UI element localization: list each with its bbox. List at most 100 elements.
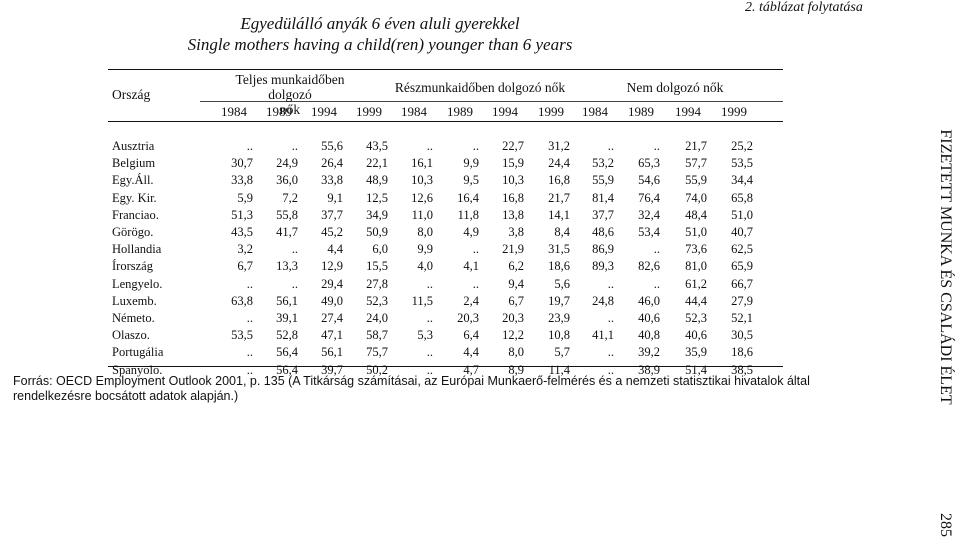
year-header-cell: 1989 bbox=[447, 104, 473, 119]
header-divider-rule bbox=[200, 101, 783, 102]
value-cell: 6,7 bbox=[237, 259, 253, 274]
value-cell: .. bbox=[291, 242, 298, 257]
value-cell: 6,4 bbox=[463, 328, 479, 343]
value-cell: 4,9 bbox=[463, 225, 479, 239]
value-cell: 5,9 bbox=[237, 190, 253, 205]
value-cell: 52,1 bbox=[731, 311, 753, 325]
table-row: Hollandia 3,2.. 4,4 6,0 9,9.. 21,9 31,5 86,9.. 7… bbox=[0, 242, 780, 259]
value-cell: 6,7 bbox=[508, 293, 524, 308]
value-cell: 8,0 bbox=[417, 225, 433, 239]
value-cell: 34,9 bbox=[366, 207, 388, 222]
value-cell: .. bbox=[426, 311, 433, 325]
country-cell: Írország bbox=[112, 259, 153, 274]
value-cell: 4,7 bbox=[463, 362, 479, 377]
value-cell: 55,9 bbox=[592, 173, 614, 188]
value-cell: 9,1 bbox=[327, 190, 343, 205]
value-cell: 29,4 bbox=[321, 276, 343, 291]
value-cell: .. bbox=[426, 345, 433, 360]
value-cell: 62,5 bbox=[731, 242, 753, 257]
value-cell: 25,2 bbox=[731, 139, 753, 153]
value-cell: 7,2 bbox=[282, 190, 298, 205]
country-cell: Egy. Kir. bbox=[112, 190, 157, 205]
value-cell: 11,0 bbox=[411, 207, 433, 222]
value-cell: 50,2 bbox=[366, 362, 388, 377]
value-cell: 8,4 bbox=[554, 225, 570, 239]
continuation-label: 2. táblázat folytatása bbox=[745, 0, 863, 15]
value-cell: 81,4 bbox=[592, 190, 614, 205]
value-cell: 55,9 bbox=[685, 173, 707, 188]
value-cell: 27,9 bbox=[731, 293, 753, 308]
value-cell: 16,8 bbox=[548, 173, 570, 188]
value-cell: .. bbox=[653, 276, 660, 291]
year-header-cell: 1989 bbox=[628, 104, 654, 119]
table-title-english: Single mothers having a child(ren) young… bbox=[187, 35, 573, 54]
value-cell: 15,9 bbox=[502, 156, 524, 171]
value-cell: 31,2 bbox=[548, 139, 570, 153]
value-cell: .. bbox=[607, 311, 614, 325]
value-cell: 37,7 bbox=[592, 207, 614, 222]
value-cell: .. bbox=[246, 139, 253, 153]
value-cell: 89,3 bbox=[592, 259, 614, 274]
value-cell: 53,2 bbox=[592, 156, 614, 171]
value-cell: 9,5 bbox=[463, 173, 479, 188]
value-cell: .. bbox=[246, 362, 253, 377]
group-header-notworking: Nem dolgozó nők bbox=[626, 80, 724, 95]
value-cell: 18,6 bbox=[731, 345, 753, 360]
value-cell: 56,4 bbox=[276, 362, 298, 377]
group-header-fulltime: Teljes munkaidőben dolgozó nők bbox=[235, 72, 345, 117]
value-cell: 63,8 bbox=[231, 293, 253, 308]
value-cell: 32,4 bbox=[638, 207, 660, 222]
table-title-hungarian: Egyedülálló anyák 6 éven aluli gyerekkel bbox=[240, 14, 520, 33]
value-cell: 65,9 bbox=[731, 259, 753, 274]
value-cell: 51,3 bbox=[231, 207, 253, 222]
value-cell: 22,1 bbox=[366, 156, 388, 171]
year-header-cell: 1994 bbox=[311, 104, 337, 119]
table-row: Belgium 30,7 24,9 26,4 22,1 16,1 9,9 15,9 24,4 53… bbox=[0, 156, 780, 173]
table-row: Ausztria.... 55,6 43,5.... 22,7 31,2.... 21,7… bbox=[0, 139, 780, 156]
value-cell: 24,0 bbox=[366, 311, 388, 325]
country-cell: Franciao. bbox=[112, 207, 159, 222]
table-row: Németo... 39,1 27,4 24,0.. 20,3 20,3 23,9.. 40,… bbox=[0, 311, 780, 328]
value-cell: 40,6 bbox=[685, 328, 707, 343]
year-header-cell: 1999 bbox=[356, 104, 382, 119]
value-cell: .. bbox=[291, 139, 298, 153]
value-cell: 16,8 bbox=[502, 190, 524, 205]
year-header-cell: 1984 bbox=[582, 104, 608, 119]
value-cell: .. bbox=[426, 139, 433, 153]
value-cell: 38,5 bbox=[731, 362, 753, 377]
value-cell: 41,7 bbox=[276, 225, 298, 239]
value-cell: 5,7 bbox=[554, 345, 570, 360]
value-cell: 3,2 bbox=[237, 242, 253, 257]
page-number: 285 bbox=[937, 513, 954, 537]
value-cell: 33,8 bbox=[231, 173, 253, 188]
country-cell: Görögo. bbox=[112, 225, 154, 239]
value-cell: 8,9 bbox=[508, 362, 524, 377]
value-cell: 39,7 bbox=[321, 362, 343, 377]
value-cell: 51,4 bbox=[685, 362, 707, 377]
value-cell: .. bbox=[426, 362, 433, 377]
value-cell: 21,7 bbox=[548, 190, 570, 205]
value-cell: 33,8 bbox=[321, 173, 343, 188]
country-cell: Belgium bbox=[112, 156, 156, 171]
country-cell: Hollandia bbox=[112, 242, 162, 257]
value-cell: 54,6 bbox=[638, 173, 660, 188]
value-cell: 10,8 bbox=[548, 328, 570, 343]
country-cell: Németo. bbox=[112, 311, 155, 325]
value-cell: .. bbox=[472, 276, 479, 291]
value-cell: 66,7 bbox=[731, 276, 753, 291]
value-cell: 31,5 bbox=[548, 242, 570, 257]
value-cell: 76,4 bbox=[638, 190, 660, 205]
value-cell: 12,2 bbox=[502, 328, 524, 343]
value-cell: 47,1 bbox=[321, 328, 343, 343]
value-cell: 41,1 bbox=[592, 328, 614, 343]
table-bottom-rule bbox=[108, 366, 783, 367]
value-cell: 56,1 bbox=[276, 293, 298, 308]
value-cell: 52,3 bbox=[366, 293, 388, 308]
value-cell: 19,7 bbox=[548, 293, 570, 308]
side-running-title: FIZETETT MUNKA ÉS CSALÁDI ÉLET bbox=[937, 129, 954, 405]
value-cell: 24,9 bbox=[276, 156, 298, 171]
value-cell: 8,0 bbox=[508, 345, 524, 360]
year-header-cell: 1984 bbox=[221, 104, 247, 119]
value-cell: 44,4 bbox=[685, 293, 707, 308]
value-cell: 36,0 bbox=[276, 173, 298, 188]
